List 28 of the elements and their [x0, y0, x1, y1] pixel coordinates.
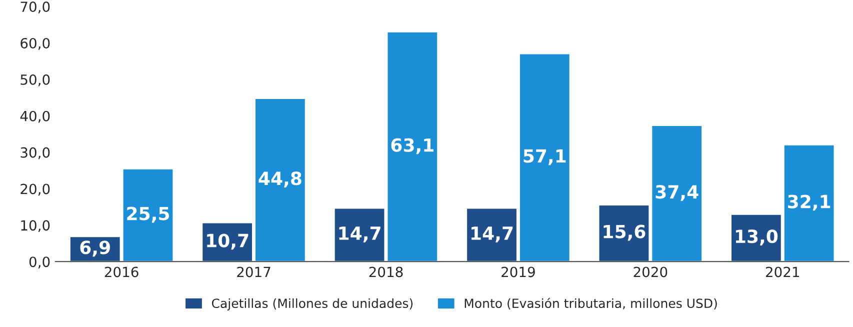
y-tick-label: 0,0 [29, 256, 50, 268]
data-label: 63,1 [391, 138, 434, 154]
y-tick-label: 40,0 [20, 110, 50, 123]
y-tick-label: 20,0 [20, 184, 50, 196]
x-tick-label: 2019 [502, 266, 535, 278]
y-tick-label: 50,0 [20, 74, 50, 86]
x-tick-label: 2018 [369, 266, 403, 278]
x-tick-label: 2017 [237, 266, 270, 278]
data-label: 37,4 [656, 185, 698, 202]
data-label: 6,9 [80, 240, 110, 257]
x-tick-label: 2021 [766, 266, 800, 278]
data-label: 15,6 [604, 224, 646, 241]
data-label: 57,1 [524, 149, 566, 166]
data-label: 32,1 [788, 194, 830, 211]
data-label: 14,7 [339, 226, 380, 242]
legend-label: Monto (Evasión tributaria, millones USD) [464, 298, 717, 310]
y-tick-label: 60,0 [20, 38, 50, 50]
y-tick-label: 10,0 [21, 220, 50, 232]
data-label: 10,7 [207, 234, 248, 250]
x-tick-label: 2020 [634, 266, 668, 278]
y-tick-label: 70,0 [20, 2, 50, 14]
x-tick-label: 2016 [104, 266, 138, 278]
data-label: 44,8 [258, 172, 302, 188]
data-label: 14,7 [472, 226, 513, 242]
y-tick-label: 30,0 [20, 147, 50, 160]
data-label: 25,5 [127, 206, 170, 223]
data-label: 13,0 [736, 229, 778, 246]
legend-label: Cajetillas (Millones de unidades) [212, 298, 413, 310]
